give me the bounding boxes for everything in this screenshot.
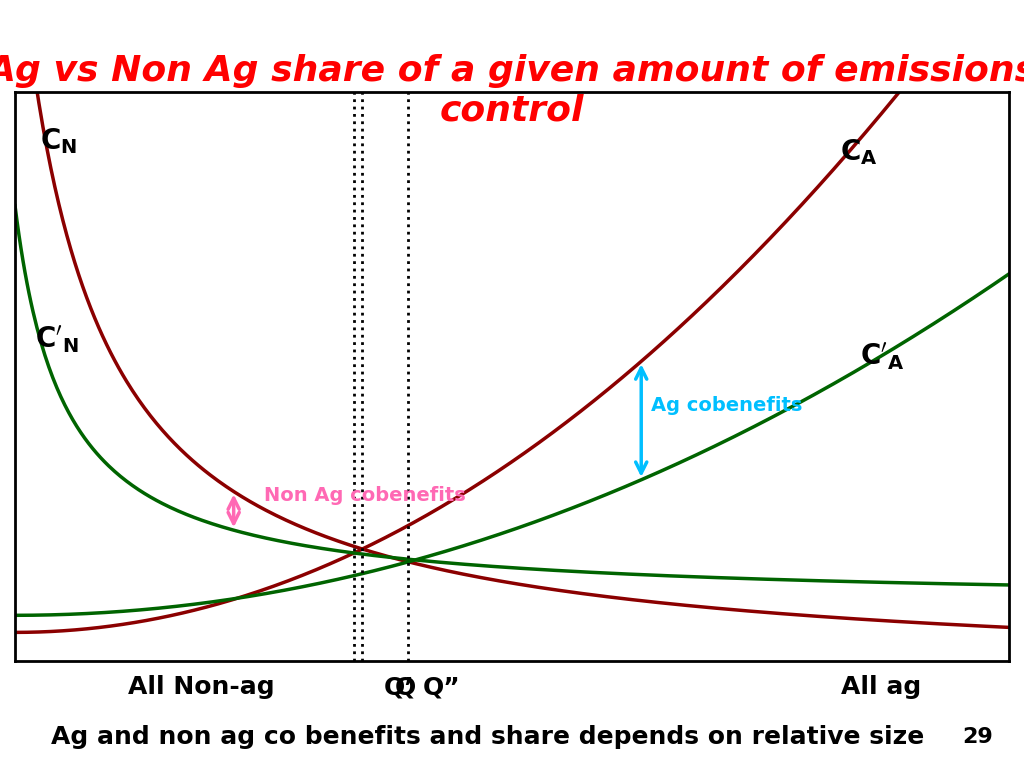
Text: Ag vs Non Ag share of a given amount of emissions
control: Ag vs Non Ag share of a given amount of … [0,54,1024,127]
Text: Ag cobenefits: Ag cobenefits [651,396,803,415]
Text: All ag: All ag [842,675,922,700]
Text: $\mathbf{C_A}$: $\mathbf{C_A}$ [840,137,878,167]
Text: Q: Q [394,675,416,700]
Text: Q’: Q’ [383,675,414,700]
Text: Non Ag cobenefits: Non Ag cobenefits [263,486,465,505]
Text: All Non-ag: All Non-ag [128,675,274,700]
Text: $\mathbf{C_N}$: $\mathbf{C_N}$ [40,126,77,155]
Text: Q”: Q” [423,675,461,700]
Text: $\mathbf{C'_A}$: $\mathbf{C'_A}$ [860,341,904,372]
Text: Ag and non ag co benefits and share depends on relative size: Ag and non ag co benefits and share depe… [51,725,925,750]
Text: $\mathbf{C'_N}$: $\mathbf{C'_N}$ [35,323,79,355]
Text: 29: 29 [963,727,993,747]
